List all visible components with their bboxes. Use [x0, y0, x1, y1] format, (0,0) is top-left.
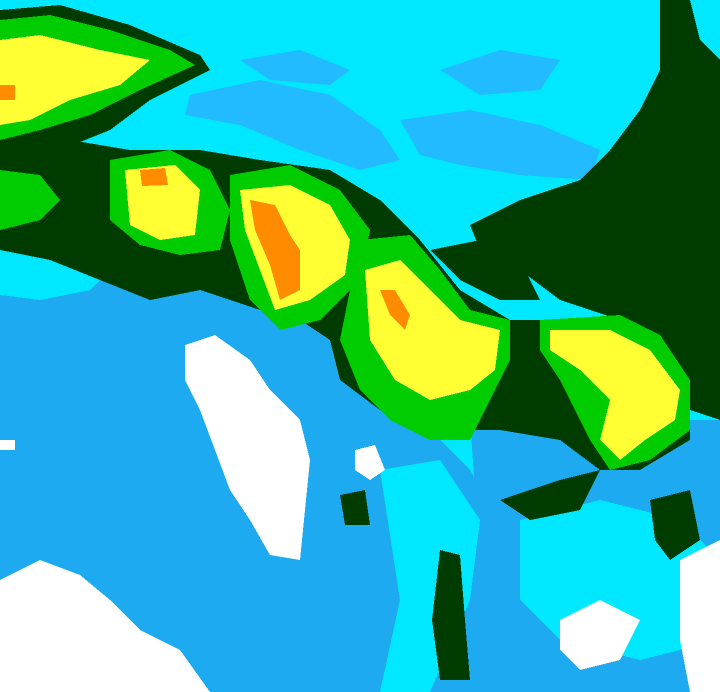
clear-area — [0, 560, 210, 692]
rain-heavy — [0, 35, 150, 125]
rain-intense — [140, 168, 168, 186]
rain-light — [650, 490, 700, 560]
clear-area — [185, 335, 310, 560]
rain-moderate — [0, 170, 60, 230]
rain-intense — [0, 85, 15, 100]
rain-light — [430, 240, 540, 300]
rain-light — [500, 470, 600, 520]
clear-area — [680, 540, 720, 692]
clear-area — [0, 440, 15, 450]
cloud-band — [400, 110, 600, 180]
rain-light — [340, 490, 370, 525]
clear-area — [355, 445, 385, 480]
rain-intense — [250, 200, 300, 300]
rain-light — [432, 550, 470, 680]
rain-heavy — [550, 330, 680, 460]
cloud-band — [440, 50, 560, 95]
clear-area — [560, 600, 640, 670]
rain-heavy — [365, 260, 500, 400]
rain-intense — [380, 290, 410, 330]
rain-light — [470, 0, 720, 420]
clear-area — [230, 405, 275, 415]
cloud-band — [240, 50, 350, 85]
cloud-band — [185, 80, 400, 170]
